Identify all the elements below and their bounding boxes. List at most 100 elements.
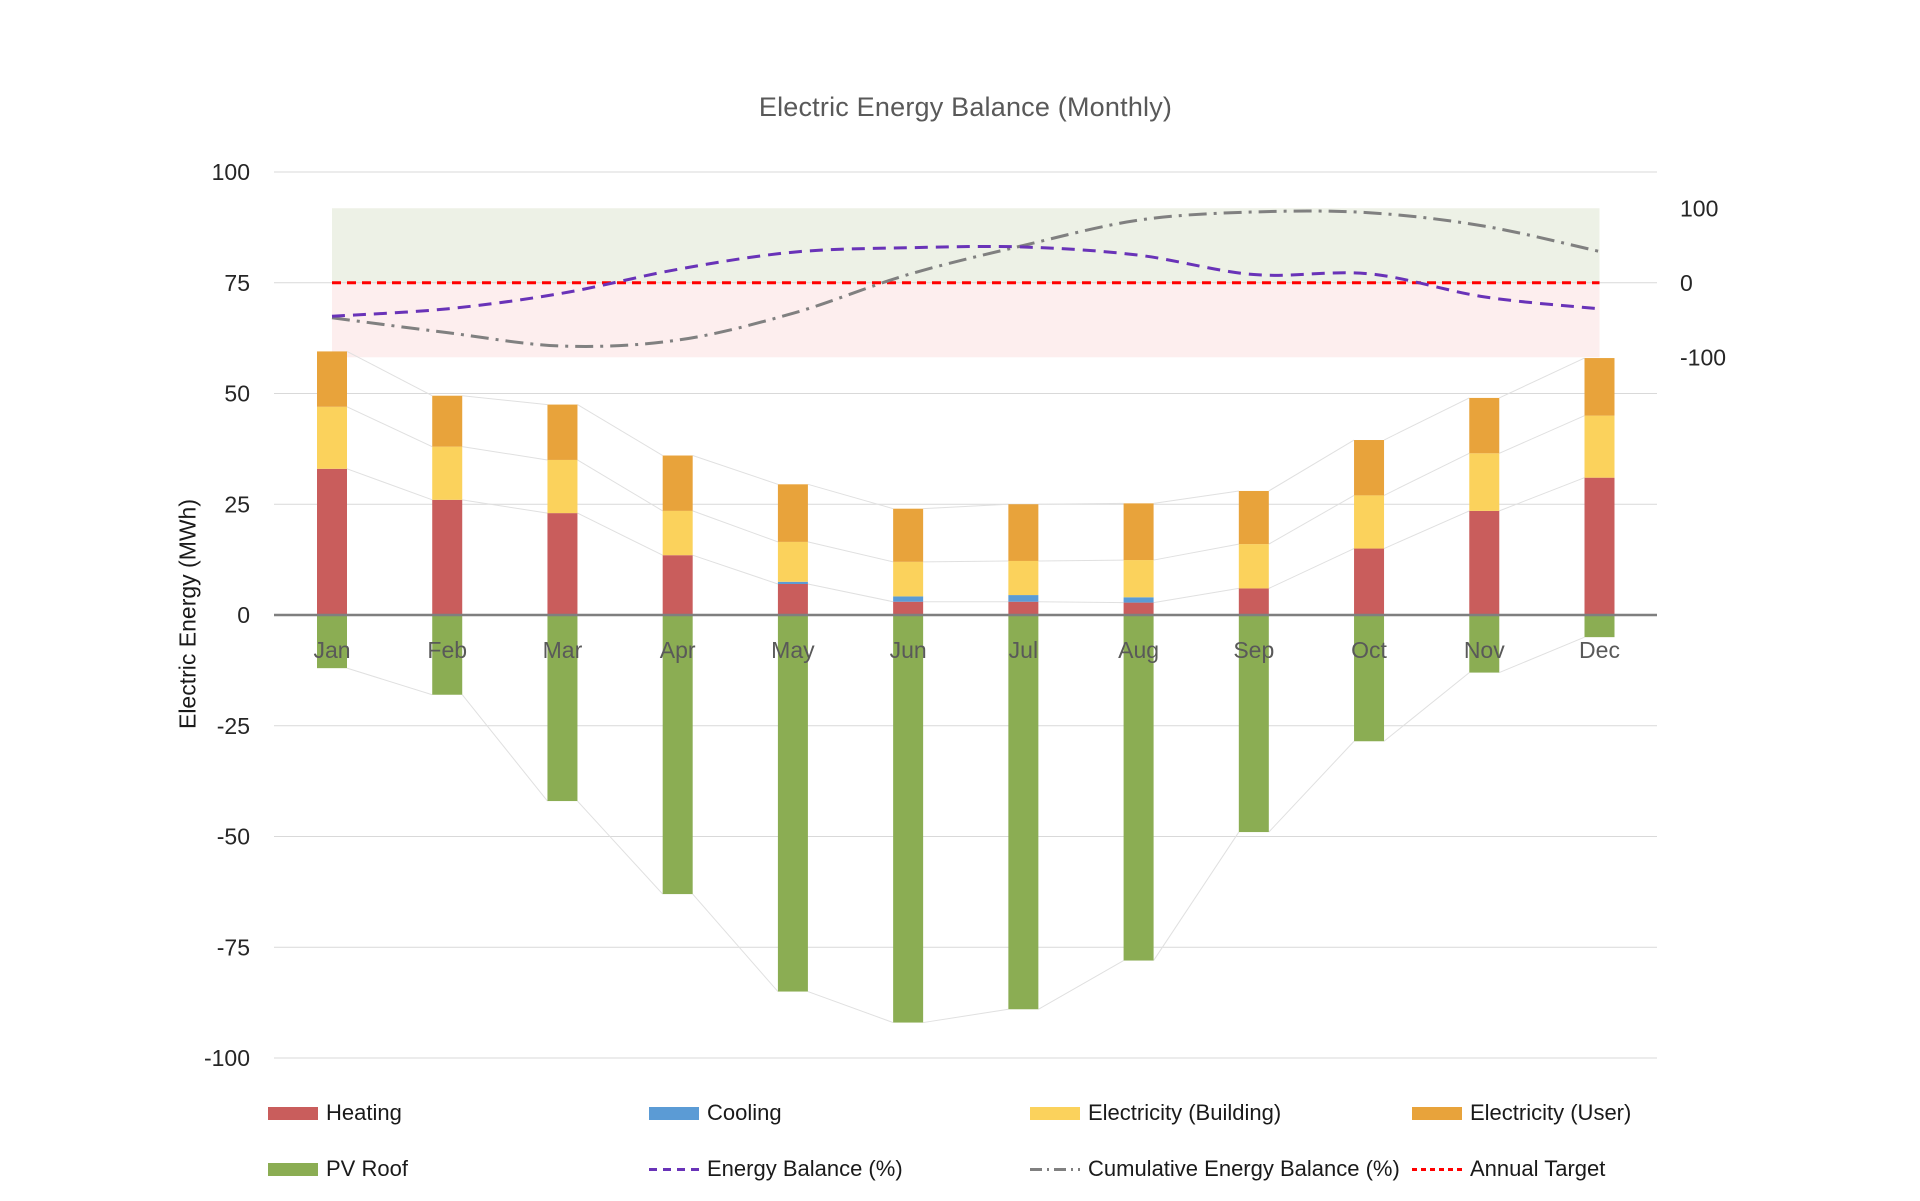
bar-electricity-building--dec <box>1584 415 1615 478</box>
bar-electricity-building--feb <box>432 446 463 500</box>
bar-electricity-user--jul <box>1008 504 1039 561</box>
connector-line-2-7 <box>1153 490 1239 504</box>
right-axis-tick--100: -100 <box>1680 344 1726 370</box>
connector-line-0-2 <box>577 512 663 556</box>
bar-pv-roof-jul <box>1008 615 1039 1010</box>
bar-electricity-user--jan <box>317 351 347 407</box>
connector-line-2-10 <box>1499 357 1585 399</box>
left-axis-tick--50: -50 <box>217 824 250 850</box>
bar-cooling-may <box>777 581 808 584</box>
connector-line-0-1 <box>462 499 548 514</box>
bar-electricity-user--aug <box>1123 503 1154 561</box>
band-negative <box>332 282 1600 358</box>
bar-heating-jun <box>893 601 924 615</box>
bar-electricity-user--dec <box>1584 358 1615 416</box>
bar-electricity-building--sep <box>1238 544 1269 589</box>
bar-heating-aug <box>1123 602 1154 615</box>
connector-line-3-4 <box>807 991 894 1024</box>
connector-line-2-9 <box>1383 397 1470 441</box>
bar-pv-roof-dec <box>1584 615 1615 638</box>
bar-pv-roof-nov <box>1469 615 1500 673</box>
bar-electricity-building--jun <box>893 561 924 597</box>
connector-line-0-10 <box>1499 477 1585 512</box>
connector-line-3-6 <box>1038 960 1124 1010</box>
connector-line-3-9 <box>1383 672 1470 742</box>
connector-line-2-8 <box>1268 439 1355 492</box>
connector-line-0-8 <box>1268 548 1355 589</box>
connector-line-1-10 <box>1499 415 1585 454</box>
bar-electricity-user--oct <box>1354 440 1385 496</box>
connector-line-1-4 <box>807 541 894 563</box>
bar-heating-feb <box>432 499 463 615</box>
bar-electricity-user--feb <box>432 395 463 447</box>
cumulative-energy-balance-line <box>331 209 1600 348</box>
energy-balance-line <box>331 244 1600 318</box>
connector-line-3-2 <box>577 800 664 895</box>
connector-line-3-8 <box>1268 740 1355 833</box>
month-label-jan: Jan <box>313 637 350 663</box>
bar-electricity-user--apr <box>662 455 693 511</box>
bar-heating-nov <box>1469 510 1500 615</box>
month-label-aug: Aug <box>1118 637 1159 663</box>
left-axis-tick-100: 100 <box>212 159 250 185</box>
month-label-dec: Dec <box>1579 637 1620 663</box>
connector-line-2-1 <box>462 395 548 406</box>
connector-line-1-1 <box>462 446 548 461</box>
bar-pv-roof-aug <box>1123 615 1154 961</box>
bar-electricity-building--apr <box>662 510 693 556</box>
left-axis-tick-25: 25 <box>224 491 250 517</box>
connector-line-0-0 <box>346 468 433 501</box>
connector-line-3-0 <box>346 667 433 696</box>
connector-line-1-8 <box>1268 494 1355 545</box>
bar-heating-jul <box>1008 601 1039 615</box>
connector-line-0-4 <box>807 583 894 603</box>
right-axis-tick-100: 100 <box>1680 195 1718 221</box>
bar-pv-roof-feb <box>432 615 463 695</box>
bar-pv-roof-jan <box>317 615 347 669</box>
left-axis-tick-50: 50 <box>224 381 250 407</box>
connector-line-3-5 <box>923 1008 1009 1024</box>
bar-pv-roof-jun <box>893 615 924 1023</box>
left-axis-tick--75: -75 <box>217 934 250 960</box>
bar-heating-jan <box>317 468 347 615</box>
chart-title: Electric Energy Balance (Monthly) <box>758 92 1173 122</box>
bar-electricity-building--jul <box>1008 560 1039 596</box>
month-label-feb: Feb <box>427 637 467 663</box>
connector-line-3-1 <box>461 694 548 802</box>
connector-line-1-6 <box>1038 559 1124 562</box>
month-label-sep: Sep <box>1233 637 1274 663</box>
bar-electricity-user--mar <box>547 404 578 460</box>
month-label-jul: Jul <box>1009 637 1038 663</box>
connector-line-2-5 <box>923 503 1009 510</box>
connector-line-1-7 <box>1153 543 1239 561</box>
bar-heating-sep <box>1238 588 1269 615</box>
left-axis-tick-0: 0 <box>237 602 250 628</box>
bar-electricity-user--may <box>777 484 808 542</box>
connector-line-2-0 <box>346 350 433 397</box>
bar-electricity-building--may <box>777 541 808 582</box>
bar-cooling-jun <box>893 596 924 602</box>
month-label-jun: Jun <box>890 637 927 663</box>
bar-pv-roof-may <box>777 615 808 992</box>
month-label-oct: Oct <box>1351 637 1387 663</box>
bar-pv-roof-sep <box>1238 615 1269 833</box>
bar-electricity-building--aug <box>1123 560 1154 598</box>
bar-electricity-building--oct <box>1354 495 1385 549</box>
bar-heating-oct <box>1354 548 1385 615</box>
bar-heating-dec <box>1584 477 1615 615</box>
right-axis-tick-0: 0 <box>1680 270 1693 296</box>
connector-line-2-3 <box>692 455 779 485</box>
connector-line-0-3 <box>692 554 779 585</box>
connector-line-1-0 <box>346 406 433 448</box>
bar-pv-roof-apr <box>662 615 693 895</box>
connector-line-2-4 <box>807 483 894 510</box>
month-label-apr: Apr <box>660 637 696 663</box>
connector-line-1-3 <box>692 510 779 543</box>
left-axis-tick-75: 75 <box>224 270 250 296</box>
bar-electricity-user--sep <box>1238 490 1269 545</box>
left-axis-tick--25: -25 <box>217 713 250 739</box>
bar-electricity-user--jun <box>893 508 924 562</box>
connector-line-3-10 <box>1499 636 1585 674</box>
